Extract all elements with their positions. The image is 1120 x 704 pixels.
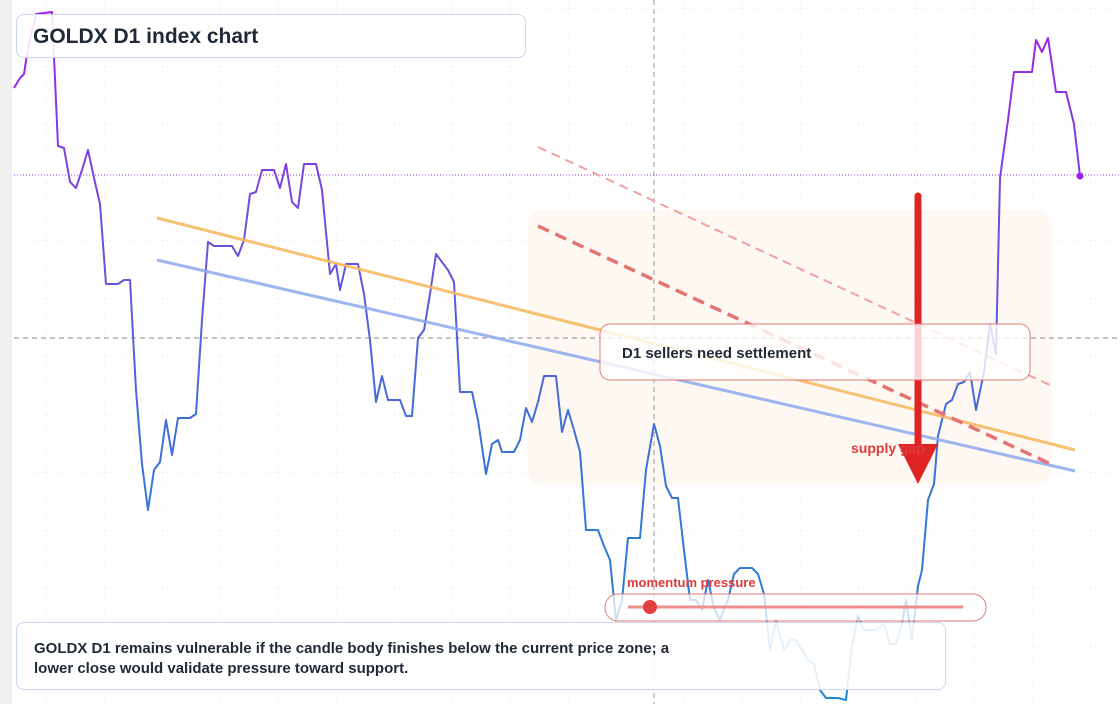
title-box: GOLDX D1 index chart xyxy=(16,14,526,58)
note: GOLDX D1 remains vulnerable if the candl… xyxy=(34,640,670,677)
note-box: GOLDX D1 remains vulnerable if the candl… xyxy=(16,622,946,690)
meter-label: momentum pressure xyxy=(627,575,756,590)
meter-knob xyxy=(643,600,657,614)
side-strip xyxy=(0,0,12,704)
title: GOLDX D1 index chart xyxy=(33,25,259,48)
last-point xyxy=(1076,172,1084,180)
callout-text: D1 sellers need settlement xyxy=(622,345,811,362)
callout-box xyxy=(599,323,1031,381)
arrow-head xyxy=(898,444,938,484)
arrow-label: supply gap xyxy=(851,440,925,456)
